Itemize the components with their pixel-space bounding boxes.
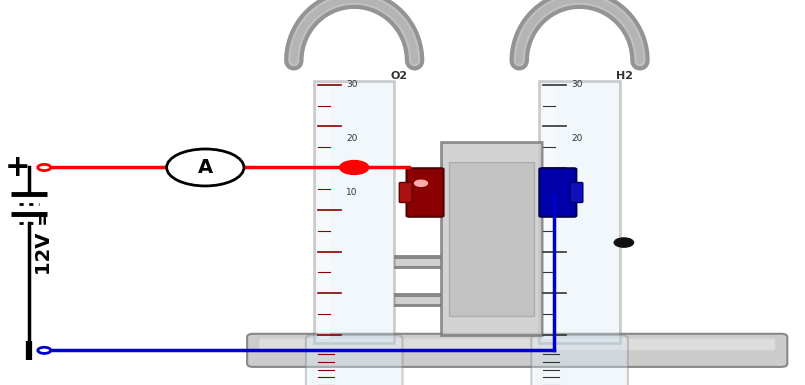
FancyBboxPatch shape (441, 142, 542, 335)
FancyBboxPatch shape (543, 85, 555, 339)
FancyBboxPatch shape (539, 168, 576, 217)
Circle shape (340, 161, 369, 174)
FancyBboxPatch shape (570, 182, 583, 203)
Circle shape (614, 238, 634, 247)
FancyBboxPatch shape (259, 338, 775, 350)
Text: 20: 20 (572, 134, 583, 143)
FancyBboxPatch shape (306, 335, 402, 385)
FancyBboxPatch shape (539, 81, 620, 343)
FancyBboxPatch shape (407, 168, 444, 217)
Circle shape (415, 180, 427, 186)
Text: 30: 30 (572, 80, 583, 89)
Text: 12V =: 12V = (35, 210, 54, 275)
Circle shape (167, 149, 244, 186)
FancyBboxPatch shape (318, 85, 330, 339)
FancyBboxPatch shape (399, 182, 412, 203)
Text: O2: O2 (390, 71, 407, 81)
Text: 30: 30 (346, 80, 357, 89)
Text: A: A (198, 158, 213, 177)
Text: +: + (5, 153, 31, 182)
FancyBboxPatch shape (449, 162, 534, 316)
Text: 10: 10 (572, 187, 583, 197)
Text: H2: H2 (616, 71, 633, 81)
Text: 20: 20 (346, 134, 357, 143)
FancyBboxPatch shape (247, 334, 787, 367)
FancyBboxPatch shape (531, 335, 628, 385)
Text: 10: 10 (346, 187, 357, 197)
FancyBboxPatch shape (314, 81, 394, 343)
